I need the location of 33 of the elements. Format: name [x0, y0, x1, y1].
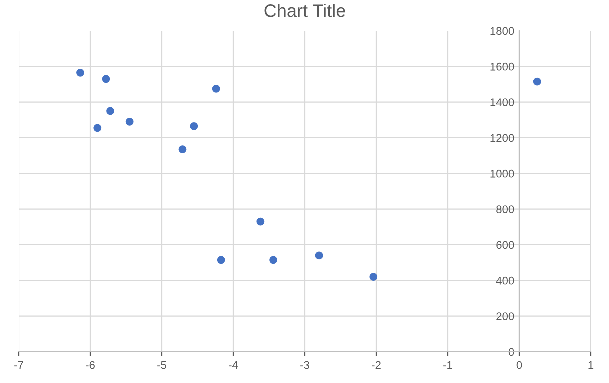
point	[270, 256, 278, 264]
point	[94, 124, 102, 132]
x-tick-label: 1	[588, 361, 594, 370]
x-tick-label: -7	[14, 361, 24, 370]
y-tick-label: 1200	[490, 134, 514, 142]
point	[370, 273, 378, 282]
point	[126, 118, 134, 126]
y-tick-label: 1800	[490, 27, 514, 36]
x-tick-label: -4	[229, 361, 238, 370]
y-tick-label: 1000	[490, 170, 514, 178]
point	[76, 68, 84, 77]
y-tick-label: 400	[496, 276, 514, 285]
x-tick-label: -1	[444, 361, 452, 370]
point	[533, 78, 542, 86]
y-tick-label: 800	[496, 206, 514, 214]
chart-title: Chart Title	[264, 4, 346, 18]
x-tick-label: -3	[300, 361, 310, 370]
point	[190, 122, 198, 130]
y-tick-label: 600	[496, 241, 514, 250]
y-tick-label: 1600	[490, 62, 514, 71]
x-tick-label: -5	[158, 361, 166, 370]
point	[106, 107, 114, 116]
point	[217, 256, 226, 264]
point	[102, 75, 110, 84]
point	[212, 85, 220, 93]
point	[178, 146, 187, 154]
point	[315, 252, 324, 260]
x-tick-label: -6	[86, 361, 95, 370]
x-tick-label: -2	[372, 361, 381, 370]
y-tick-label: 1400	[490, 98, 514, 106]
y-tick-label: 200	[496, 312, 514, 320]
point	[256, 218, 265, 226]
x-tick-label: 0	[516, 361, 522, 370]
